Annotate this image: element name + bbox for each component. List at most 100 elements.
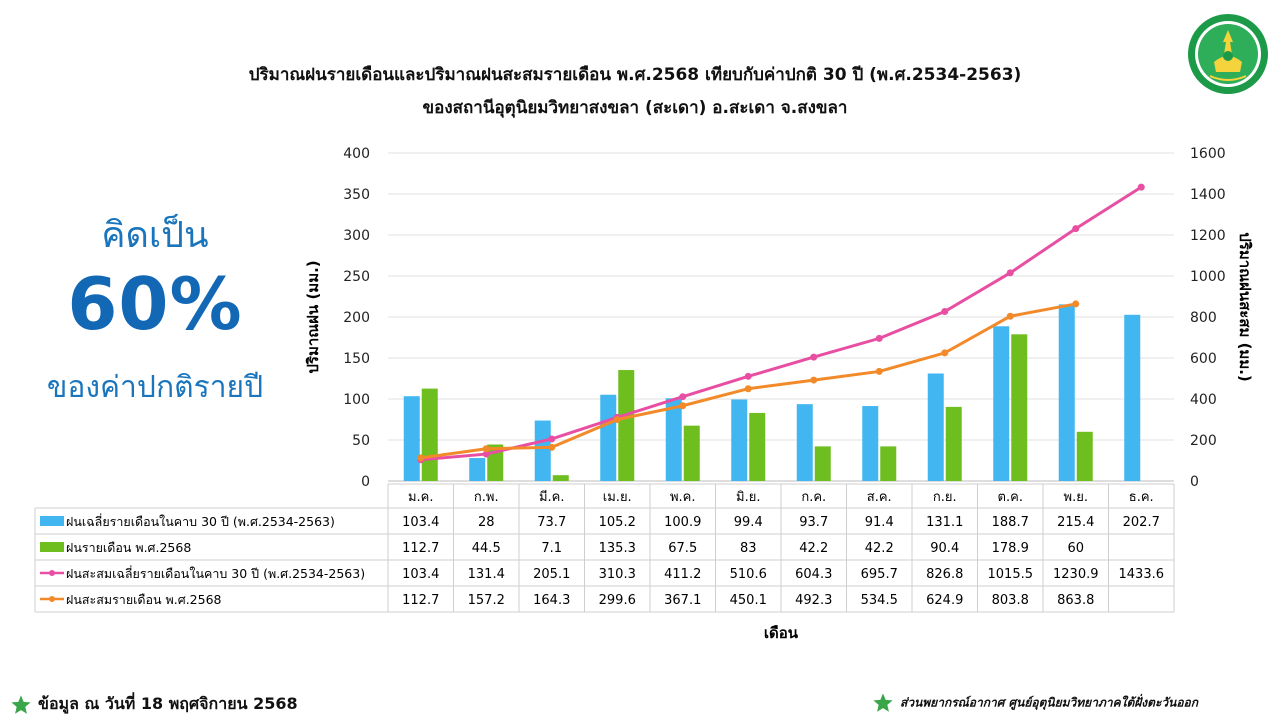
point-normal-cumulative: [482, 450, 490, 458]
table-cell: 93.7: [799, 515, 828, 530]
table-cell: 604.3: [795, 567, 832, 582]
table-cell: 450.1: [730, 593, 767, 608]
bar-monthly-2568: [618, 370, 635, 481]
bar-normal-monthly: [1058, 304, 1075, 481]
y-tick-label: 100: [343, 392, 370, 408]
bar-normal-monthly: [403, 396, 420, 481]
bar-monthly-2568: [683, 425, 700, 481]
x-tick-label: พ.ย.: [1064, 490, 1088, 505]
y-tick-label: 150: [343, 351, 370, 367]
chart-title-line-1: ปริมาณฝนรายเดือนและปริมาณฝนสะสมรายเดือน …: [248, 65, 1022, 85]
bar-monthly-2568: [421, 388, 438, 481]
table-cell: 510.6: [730, 567, 767, 582]
point-cumulative-2568: [810, 376, 818, 384]
meteorological-department-seal-icon: [1188, 14, 1268, 94]
data-date-note: ข้อมูล ณ วันที่ 18 พฤศจิกายน 2568: [10, 692, 298, 717]
legend-label: ฝนเฉลี่ยรายเดือนในคาบ 30 ปี (พ.ศ.2534-25…: [66, 513, 335, 529]
point-cumulative-2568: [482, 445, 490, 453]
y-tick-label: 50: [352, 433, 370, 449]
table-cell: 91.4: [865, 515, 894, 530]
source-note: ส่วนพยากรณ์อากาศ ศูนย์อุตุนิยมวิทยาภาคใต…: [872, 692, 1198, 714]
table-cell: 299.6: [599, 593, 636, 608]
data-date-text: ข้อมูล ณ วันที่ 18 พฤศจิกายน 2568: [38, 694, 298, 713]
table-cell: 310.3: [599, 567, 636, 582]
point-normal-cumulative: [1137, 183, 1145, 191]
point-cumulative-2568: [1072, 300, 1080, 308]
point-cumulative-2568: [679, 402, 687, 410]
table-cell: 411.2: [664, 567, 701, 582]
point-cumulative-2568: [941, 349, 949, 357]
bar-normal-monthly: [469, 458, 486, 481]
y2-tick-label: 1600: [1190, 146, 1226, 162]
table-cell: 42.2: [865, 541, 894, 556]
y2-tick-label: 800: [1190, 310, 1217, 326]
x-tick-label: เม.ย.: [603, 490, 632, 505]
table-cell: 73.7: [537, 515, 566, 530]
bar-monthly-2568: [814, 446, 831, 481]
point-cumulative-2568: [744, 385, 752, 393]
bar-monthly-2568: [749, 412, 766, 481]
point-normal-cumulative: [875, 334, 883, 342]
bar-monthly-2568: [945, 406, 962, 481]
point-cumulative-2568: [613, 416, 621, 424]
table-cell: 60: [1067, 541, 1084, 556]
table-cell: 215.4: [1057, 515, 1094, 530]
y2-tick-label: 1200: [1190, 228, 1226, 244]
x-tick-label: มิ.ย.: [736, 490, 760, 505]
table-cell: 105.2: [599, 515, 636, 530]
table-cell: 367.1: [664, 593, 701, 608]
table-cell: 7.1: [541, 541, 562, 556]
table-cell: 83: [740, 541, 757, 556]
bar-monthly-2568: [880, 446, 897, 481]
bar-monthly-2568: [552, 475, 569, 481]
line-cumulative-2568: [420, 302, 1077, 460]
table-cell: 826.8: [926, 567, 963, 582]
point-normal-cumulative: [941, 308, 949, 316]
bar-normal-monthly: [665, 398, 682, 481]
table-cell: 90.4: [930, 541, 959, 556]
point-normal-cumulative: [1006, 269, 1014, 277]
x-tick-label: ส.ค.: [867, 490, 892, 505]
x-tick-label: ก.ค.: [801, 490, 826, 505]
y2-tick-label: 1400: [1190, 187, 1226, 203]
highlight-percent: 60%: [67, 262, 243, 346]
legend-swatch: [40, 542, 64, 552]
table-cell: 1433.6: [1119, 567, 1165, 582]
point-normal-cumulative: [548, 435, 556, 443]
table-cell: 202.7: [1123, 515, 1160, 530]
y2-tick-label: 600: [1190, 351, 1217, 367]
y2-tick-label: 200: [1190, 433, 1217, 449]
bar-normal-monthly: [927, 373, 944, 481]
x-tick-label: พ.ค.: [670, 490, 696, 505]
legend-label: ฝนสะสมรายเดือน พ.ศ.2568: [66, 592, 222, 607]
legend-swatch-marker: [49, 570, 55, 576]
bar-monthly-2568: [1076, 431, 1093, 481]
bar-normal-monthly: [1124, 314, 1141, 481]
table-cell: 42.2: [799, 541, 828, 556]
point-cumulative-2568: [1006, 312, 1014, 320]
y-tick-label: 250: [343, 269, 370, 285]
y-tick-label: 0: [361, 474, 370, 490]
table-cell: 99.4: [734, 515, 763, 530]
bar-normal-monthly: [731, 399, 748, 481]
table-cell: 534.5: [861, 593, 898, 608]
table-cell: 67.5: [668, 541, 697, 556]
x-tick-label: ก.ย.: [933, 490, 957, 505]
bar-normal-monthly: [993, 326, 1010, 481]
source-text: ส่วนพยากรณ์อากาศ ศูนย์อุตุนิยมวิทยาภาคใต…: [900, 695, 1199, 710]
y2-tick-label: 400: [1190, 392, 1217, 408]
point-normal-cumulative: [810, 353, 818, 361]
point-normal-cumulative: [679, 393, 687, 401]
point-cumulative-2568: [417, 454, 425, 462]
highlight-suffix: ของค่าปกติรายปี: [46, 370, 264, 405]
y2-tick-label: 1000: [1190, 269, 1226, 285]
table-cell: 164.3: [533, 593, 570, 608]
table-cell: 112.7: [402, 541, 439, 556]
x-tick-label: ก.พ.: [474, 490, 499, 505]
bar-normal-monthly: [534, 420, 551, 481]
y-tick-label: 350: [343, 187, 370, 203]
table-cell: 100.9: [664, 515, 701, 530]
bar-normal-monthly: [862, 406, 879, 481]
bar-normal-monthly: [600, 394, 617, 481]
table-cell: 695.7: [861, 567, 898, 582]
